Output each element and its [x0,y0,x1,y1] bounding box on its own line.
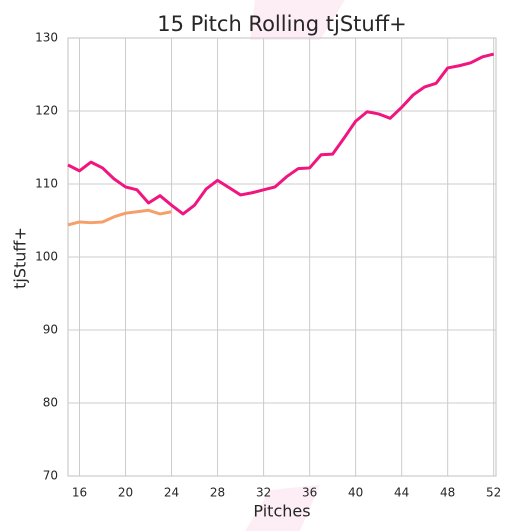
x-tick-label: 40 [348,486,363,500]
x-tick-label: 44 [394,486,409,500]
series-line [67,208,172,227]
x-axis-label: Pitches [253,502,310,521]
watermark [245,485,320,531]
y-tick-label: 80 [43,396,58,410]
plot-frame [67,37,497,477]
series-line [67,52,495,216]
y-tick-label: 70 [43,469,58,483]
x-tick-label: 48 [440,486,455,500]
y-tick-label: 100 [35,250,58,264]
y-axis-label: tjStuff+ [11,227,30,289]
watermark [250,0,345,40]
chart-title: 15 Pitch Rolling tjStuff+ [157,12,407,36]
y-tick-label: 90 [43,323,58,337]
x-tick-label: 16 [72,486,87,500]
y-tick-label: 120 [35,104,58,118]
x-tick-label: 32 [256,486,271,500]
x-tick-label: 52 [486,486,501,500]
y-tick-label: 130 [35,31,58,45]
x-tick-label: 36 [302,486,317,500]
x-tick-label: 24 [164,486,179,500]
x-tick-label: 28 [210,486,225,500]
y-tick-label: 110 [35,177,58,191]
x-tick-label: 20 [118,486,133,500]
